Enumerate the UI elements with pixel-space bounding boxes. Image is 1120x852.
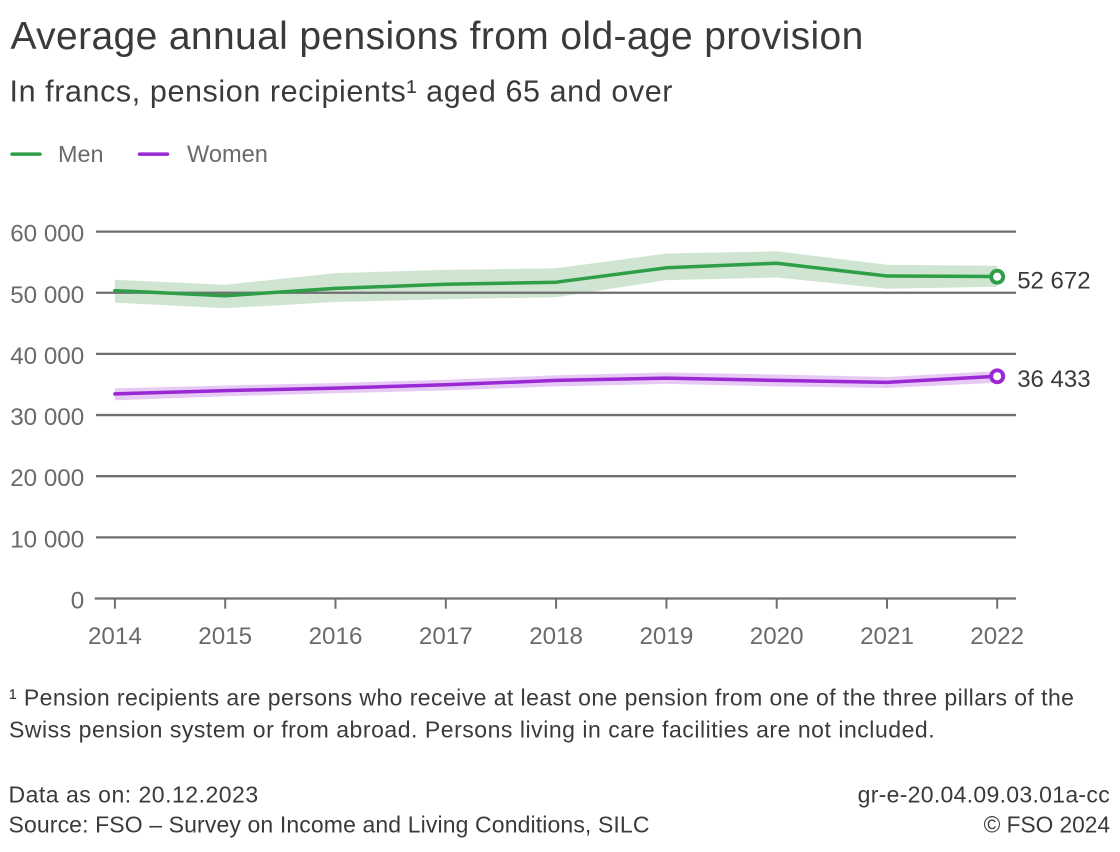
svg-text:2017: 2017 <box>419 623 473 650</box>
svg-text:0: 0 <box>71 588 84 615</box>
svg-text:50 000: 50 000 <box>10 282 84 309</box>
svg-text:20 000: 20 000 <box>10 465 84 492</box>
svg-text:Swiss pension system or from a: Swiss pension system or from abroad. Per… <box>9 716 935 742</box>
svg-text:¹ Pension recipients are perso: ¹ Pension recipients are persons who rec… <box>9 685 1074 711</box>
svg-text:10 000: 10 000 <box>10 526 84 553</box>
svg-text:2022: 2022 <box>970 623 1024 650</box>
svg-text:Women: Women <box>187 142 268 168</box>
svg-text:2019: 2019 <box>639 623 693 650</box>
svg-text:2014: 2014 <box>88 623 142 650</box>
svg-text:Average annual pensions from o: Average annual pensions from old-age pro… <box>11 15 864 58</box>
svg-text:Data as on: 20.12.2023: Data as on: 20.12.2023 <box>9 782 259 808</box>
svg-text:60 000: 60 000 <box>10 221 84 248</box>
svg-text:30 000: 30 000 <box>10 404 84 431</box>
svg-text:Source: FSO – Survey on Income: Source: FSO – Survey on Income and Livin… <box>9 812 650 838</box>
svg-text:2018: 2018 <box>529 623 583 650</box>
svg-text:2016: 2016 <box>309 623 363 650</box>
svg-text:Men: Men <box>58 141 104 167</box>
svg-text:36 433: 36 433 <box>1017 366 1090 393</box>
svg-text:2021: 2021 <box>860 623 914 650</box>
svg-text:In francs, pension recipients¹: In francs, pension recipients¹ aged 65 a… <box>10 75 674 109</box>
svg-text:2020: 2020 <box>750 623 804 650</box>
svg-text:40 000: 40 000 <box>10 343 84 370</box>
svg-text:2015: 2015 <box>198 623 252 650</box>
svg-text:gr-e-20.04.09.03.01a-cc: gr-e-20.04.09.03.01a-cc <box>858 782 1110 808</box>
svg-text:52 672: 52 672 <box>1017 268 1090 295</box>
svg-text:© FSO 2024: © FSO 2024 <box>984 812 1110 838</box>
